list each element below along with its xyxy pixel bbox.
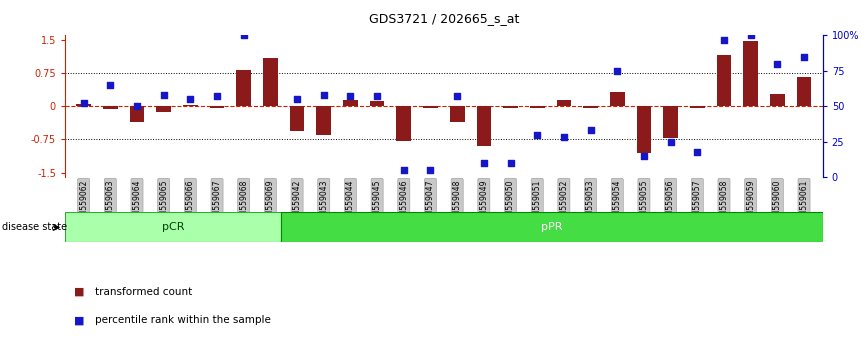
Point <box>210 93 224 99</box>
Bar <box>797 78 811 106</box>
Point <box>317 92 331 98</box>
Point <box>290 96 304 102</box>
Text: disease state: disease state <box>2 222 67 233</box>
Point <box>423 167 437 173</box>
Point <box>236 33 250 38</box>
Point <box>184 96 197 102</box>
Point <box>477 160 491 166</box>
Point <box>77 101 91 106</box>
Bar <box>370 101 385 106</box>
Text: ■: ■ <box>74 315 84 325</box>
Bar <box>476 106 491 146</box>
Bar <box>65 212 281 242</box>
Bar <box>530 106 545 108</box>
Point <box>504 160 518 166</box>
Point <box>130 103 144 109</box>
Bar <box>76 104 91 106</box>
Text: GDS3721 / 202665_s_at: GDS3721 / 202665_s_at <box>369 12 519 25</box>
Bar <box>236 70 251 106</box>
Bar <box>316 106 331 135</box>
Bar <box>290 106 305 131</box>
Bar <box>583 106 598 108</box>
Bar <box>263 57 278 106</box>
Bar <box>770 94 785 106</box>
Bar <box>397 106 411 141</box>
Point <box>103 82 117 88</box>
Bar <box>449 106 464 122</box>
Text: percentile rank within the sample: percentile rank within the sample <box>95 315 271 325</box>
Point <box>370 93 384 99</box>
Point <box>397 167 410 173</box>
Point <box>744 33 758 38</box>
Text: pCR: pCR <box>162 222 184 233</box>
Point <box>263 25 277 31</box>
Bar <box>610 92 624 106</box>
Point <box>771 61 785 67</box>
Point <box>637 153 651 159</box>
Point <box>690 149 704 154</box>
Bar <box>157 106 171 112</box>
Point <box>557 135 571 140</box>
Text: ■: ■ <box>74 287 84 297</box>
Bar <box>690 106 705 108</box>
Point <box>584 127 598 133</box>
Point <box>797 54 811 59</box>
Point <box>530 132 544 137</box>
Point <box>344 93 358 99</box>
Text: transformed count: transformed count <box>95 287 192 297</box>
Bar <box>130 106 145 122</box>
Point <box>663 139 677 144</box>
Bar <box>423 106 438 108</box>
Bar <box>281 212 823 242</box>
Bar <box>743 41 758 106</box>
Point <box>717 37 731 42</box>
Bar <box>663 106 678 138</box>
Point <box>157 92 171 98</box>
Bar <box>503 106 518 108</box>
Point <box>450 93 464 99</box>
Bar <box>717 55 731 106</box>
Bar <box>637 106 651 153</box>
Text: pPR: pPR <box>541 222 563 233</box>
Bar <box>557 99 572 106</box>
Bar <box>343 100 358 106</box>
Point <box>611 68 624 74</box>
Bar <box>210 106 224 108</box>
Bar <box>103 106 118 109</box>
Bar <box>183 105 197 106</box>
